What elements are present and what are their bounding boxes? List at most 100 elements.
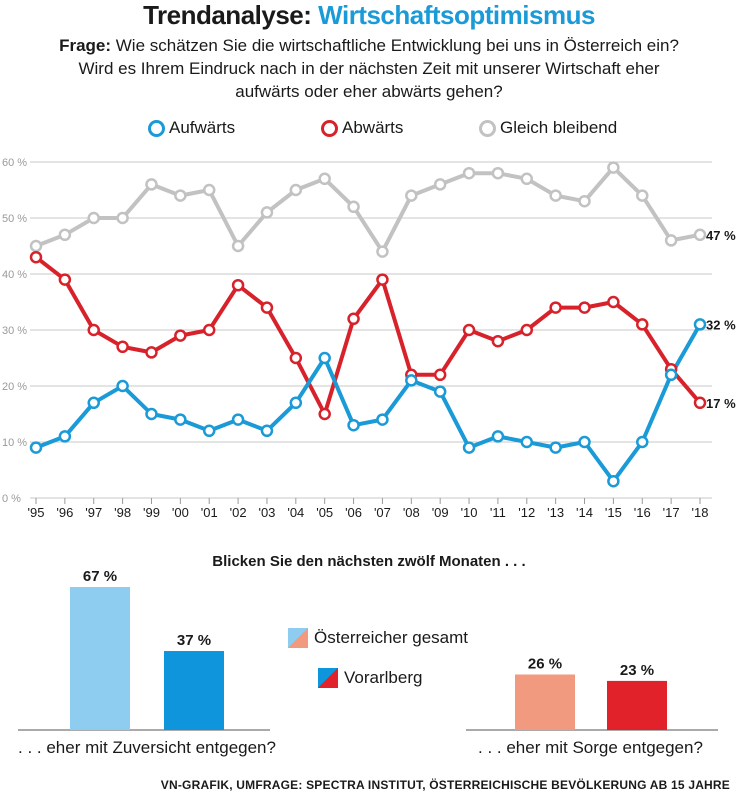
- x-tick-label: '07: [374, 505, 391, 520]
- bar-legend-item-vbg: Vorarlberg: [318, 668, 422, 688]
- legend-item-aufwaerts: Aufwärts: [148, 118, 235, 138]
- x-tick-label: '16: [634, 505, 651, 520]
- data-point: [116, 211, 129, 225]
- data-point: [549, 189, 562, 202]
- data-point: [549, 441, 562, 454]
- data-point: [491, 166, 505, 180]
- data-point: [289, 396, 303, 410]
- legend-item-abwaerts: Abwärts: [321, 118, 403, 138]
- data-point: [145, 346, 158, 359]
- data-point: [231, 239, 245, 253]
- data-point: [376, 413, 389, 426]
- data-point: [260, 301, 274, 314]
- bar-value-label: 37 %: [177, 632, 211, 649]
- title-part2: Wirtschaftsoptimismus: [318, 0, 595, 30]
- legend-item-gleich: Gleich bleibend: [479, 118, 617, 138]
- bar-value-label: 26 %: [528, 656, 562, 673]
- data-point: [29, 250, 43, 264]
- data-point: [174, 413, 187, 426]
- title-part1: Trendanalyse:: [143, 0, 312, 30]
- data-point: [405, 189, 418, 202]
- y-tick-label: 50 %: [2, 213, 27, 225]
- data-point: [174, 329, 187, 342]
- x-tick-label: '01: [201, 505, 218, 520]
- x-tick-label: '97: [85, 505, 102, 520]
- legend-label-abwaerts: Abwärts: [342, 118, 404, 137]
- x-tick-label: '06: [345, 505, 362, 520]
- data-point: [607, 474, 620, 488]
- series-line-1: [34, 255, 702, 416]
- data-point: [29, 441, 43, 454]
- bar-legend-label-oe: Österreicher gesamt: [314, 628, 468, 647]
- data-point: [636, 318, 649, 331]
- x-tick-label: '04: [287, 505, 304, 520]
- x-tick-label: '18: [692, 505, 709, 520]
- y-tick-label: 30 %: [2, 325, 27, 337]
- data-point: [607, 295, 620, 309]
- data-point: [664, 234, 678, 247]
- data-point: [520, 323, 534, 337]
- x-tick-label: '17: [663, 505, 680, 520]
- x-tick-label: '08: [403, 505, 420, 520]
- x-tick-label: '13: [547, 505, 564, 520]
- data-point: [260, 206, 274, 219]
- data-point: [202, 183, 216, 197]
- data-point: [145, 178, 158, 191]
- x-tick-label: '95: [28, 505, 45, 520]
- question-text: Frage: Wie schätzen Sie die wirtschaftli…: [0, 34, 738, 103]
- y-tick-label: 40 %: [2, 269, 27, 281]
- data-point: [376, 273, 389, 286]
- x-tick-label: '98: [114, 505, 131, 520]
- bar: [607, 680, 667, 730]
- data-point: [433, 178, 447, 191]
- data-point: [87, 211, 100, 225]
- x-tick-label: '12: [518, 505, 535, 520]
- data-point: [116, 340, 129, 354]
- data-point: [318, 172, 331, 186]
- data-point: [260, 424, 274, 438]
- data-point: [549, 301, 562, 314]
- question-label: Frage:: [59, 36, 112, 55]
- data-point: [145, 407, 158, 421]
- data-point: [87, 396, 100, 410]
- data-point: [202, 424, 216, 438]
- x-tick-label: '10: [461, 505, 478, 520]
- bar-legend-swatch-vbg: [318, 668, 338, 688]
- bar: [70, 587, 130, 730]
- series-line-0: [34, 322, 702, 484]
- data-point: [433, 368, 447, 382]
- x-tick-label: '11: [490, 505, 506, 520]
- data-point: [491, 334, 505, 348]
- data-point: [231, 278, 245, 292]
- x-tick-label: '15: [605, 505, 622, 520]
- end-value-label: 32 %: [706, 317, 736, 332]
- bar: [515, 674, 575, 730]
- data-point: [578, 301, 591, 314]
- data-point: [491, 430, 505, 443]
- data-point: [174, 189, 187, 202]
- legend-label-gleich: Gleich bleibend: [500, 118, 618, 137]
- end-value-label: 17 %: [706, 396, 736, 411]
- data-point: [347, 312, 360, 326]
- x-tick-label: '03: [258, 505, 275, 520]
- bar-value-label: 23 %: [620, 662, 654, 679]
- data-point: [347, 418, 360, 432]
- data-point: [289, 183, 303, 197]
- data-point: [693, 228, 707, 242]
- y-tick-label: 60 %: [2, 157, 27, 169]
- x-tick-label: '02: [230, 505, 247, 520]
- y-tick-label: 0 %: [2, 493, 21, 505]
- x-tick-label: '00: [172, 505, 189, 520]
- legend-marker-abwaerts: [321, 119, 338, 137]
- bar-value-label: 67 %: [83, 568, 117, 585]
- data-point: [636, 189, 649, 202]
- data-point: [693, 396, 707, 410]
- y-tick-label: 20 %: [2, 381, 27, 393]
- data-point: [520, 172, 534, 186]
- chart-title: Trendanalyse: Wirtschaftsoptimismus: [0, 0, 738, 30]
- data-point: [664, 368, 678, 382]
- data-point: [433, 385, 447, 398]
- data-point: [58, 228, 72, 242]
- line-legend: Aufwärts Abwärts Gleich bleibend: [0, 118, 738, 142]
- data-point: [607, 161, 620, 174]
